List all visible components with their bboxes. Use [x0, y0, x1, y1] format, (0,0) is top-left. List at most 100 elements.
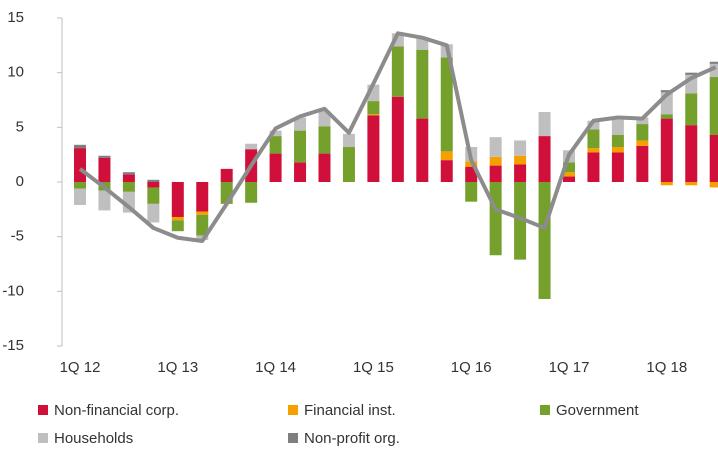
y-tick-label: -5: [11, 228, 24, 245]
y-tick-label: 5: [16, 118, 24, 135]
bar-segment: [611, 152, 624, 182]
bar-segment: [98, 157, 111, 182]
bar-segment: [122, 172, 135, 175]
bar-segment: [367, 115, 380, 182]
bar-segment: [147, 203, 160, 223]
bar-segment: [587, 129, 600, 149]
bar-segment: [611, 119, 624, 135]
bar-segment: [709, 182, 718, 188]
bar-segment: [74, 182, 86, 189]
legend-label: Financial inst.: [304, 402, 396, 419]
y-tick-label: 15: [7, 9, 24, 26]
bar-segment: [489, 156, 502, 166]
bar-segment: [636, 117, 649, 125]
legend-swatch: [38, 405, 48, 415]
y-tick-label: 0: [16, 173, 24, 190]
bar-segment: [514, 155, 527, 165]
x-tick-label: 1Q 16: [451, 359, 492, 376]
bar-segment: [587, 148, 600, 153]
bar-segment: [685, 125, 698, 182]
bar-segment: [74, 144, 86, 149]
bar-segment: [342, 147, 355, 182]
total-line: [78, 31, 717, 244]
bar-segment: [685, 93, 698, 126]
bar-segment: [318, 153, 331, 182]
bar-segment: [196, 182, 209, 212]
bar-segment: [709, 61, 718, 64]
bar-segment: [538, 112, 551, 137]
bar-segment: [122, 174, 135, 182]
x-tick-label: 1Q 15: [353, 359, 394, 376]
bar-segment: [318, 110, 331, 127]
bar-segment: [294, 117, 307, 131]
bar-segment: [269, 136, 282, 154]
bar-segment: [709, 63, 718, 78]
bar-segment: [367, 114, 380, 116]
bar-segment: [367, 101, 380, 115]
bar-segment: [563, 162, 575, 173]
bar-segment: [294, 162, 307, 182]
bar-segment: [171, 220, 184, 232]
bar-segment: [514, 140, 527, 156]
x-tick-label: 1Q 17: [549, 359, 590, 376]
x-tick-label: 1Q 18: [646, 359, 687, 376]
bar-segment: [98, 190, 111, 211]
legend-swatch: [288, 433, 298, 443]
bar-segment: [245, 143, 258, 150]
bar-segment: [636, 145, 649, 182]
bar-segment: [391, 96, 404, 182]
bar-segment: [171, 182, 184, 217]
bar-segment: [196, 211, 209, 215]
bar-segment: [685, 72, 698, 75]
bar-segment: [220, 168, 233, 182]
bar-segment: [538, 182, 551, 299]
y-tick-label: -10: [2, 282, 24, 299]
legend-label: Households: [54, 430, 133, 447]
bar-segment: [196, 214, 209, 236]
bar-segment: [611, 147, 624, 153]
bar-segment: [245, 182, 258, 203]
bar-segment: [685, 182, 698, 186]
bar-segment: [709, 134, 718, 182]
bar-segment: [147, 187, 160, 204]
bar-segment: [122, 191, 135, 213]
bar-segment: [440, 57, 453, 152]
bar-segment: [563, 176, 575, 182]
bar-segment: [587, 120, 600, 130]
bar-segment: [391, 46, 404, 97]
bar-segment: [489, 182, 502, 256]
bar-segment: [171, 216, 184, 221]
bar-segment: [416, 118, 429, 182]
x-tick-label: 1Q 13: [157, 359, 198, 376]
bar-segment: [660, 182, 673, 186]
bar-segment: [269, 153, 282, 182]
bar-segment: [294, 130, 307, 163]
bar-segment: [660, 118, 673, 182]
legend-swatch: [540, 405, 550, 415]
bar-segment: [611, 134, 624, 148]
legend-label: Government: [556, 402, 639, 419]
legend-swatch: [38, 433, 48, 443]
bar-segment: [74, 188, 86, 205]
bar-segment: [660, 114, 673, 119]
bar-segment: [489, 165, 502, 182]
bar-segment: [440, 160, 453, 182]
bar-segment: [587, 152, 600, 182]
bar-segment: [636, 124, 649, 141]
bar-segment: [514, 182, 527, 260]
x-tick-label: 1Q 14: [255, 359, 296, 376]
bar-segment: [465, 182, 478, 202]
bar-segment: [489, 137, 502, 157]
bar-segment: [318, 126, 331, 154]
bar-segment: [98, 155, 111, 158]
bar-segment: [74, 148, 86, 182]
legend-label: Non-profit org.: [304, 430, 400, 447]
bar-segment: [514, 164, 527, 182]
bar-segment: [709, 77, 718, 135]
bar-segment: [416, 49, 429, 119]
bar-segment: [147, 179, 160, 182]
bar-segment: [440, 151, 453, 161]
legend-label: Non-financial corp.: [54, 402, 179, 419]
bar-segment: [122, 182, 135, 192]
